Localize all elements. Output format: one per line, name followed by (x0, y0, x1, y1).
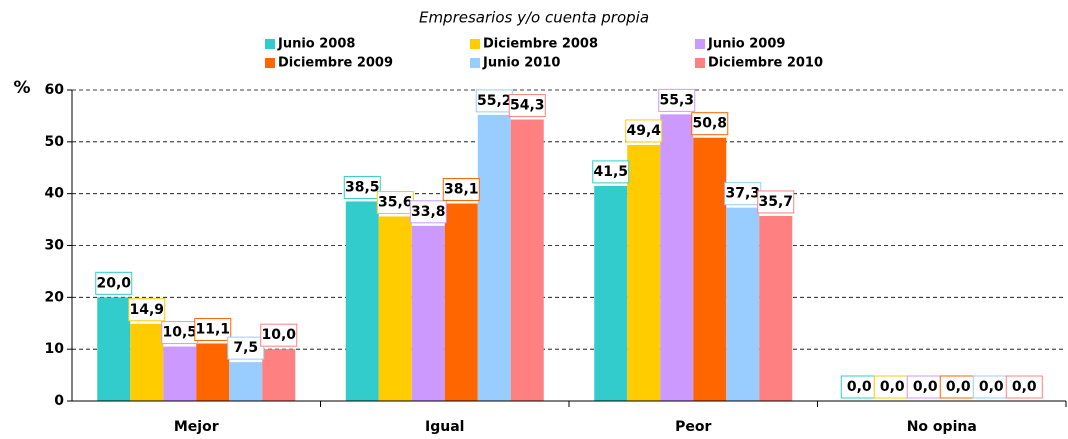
bar (477, 114, 511, 401)
legend-label: Diciembre 2010 (708, 56, 823, 71)
data-label: 33,8 (411, 204, 446, 220)
data-label: 0,0 (913, 379, 938, 395)
data-label: 11,1 (195, 321, 230, 337)
data-label-box (442, 178, 480, 202)
data-label: 0,0 (979, 379, 1004, 395)
chart-title: Empresarios y/o cuenta propia (419, 9, 649, 27)
data-label: 41,5 (593, 164, 628, 180)
legend-label: Diciembre 2008 (483, 37, 598, 52)
data-label-box (508, 94, 546, 118)
legend-label: Junio 2010 (482, 56, 560, 71)
x-tick-label: Mejor (174, 419, 219, 435)
data-label-box (757, 190, 795, 214)
bar (378, 216, 412, 401)
data-label-box (658, 88, 696, 112)
legend-swatch (470, 39, 480, 49)
data-label: 35,6 (378, 194, 413, 210)
data-label: 10,5 (162, 325, 197, 341)
bar (130, 323, 164, 401)
data-label-box (128, 298, 166, 322)
data-label: 50,8 (692, 116, 727, 132)
bar (163, 346, 197, 401)
data-label: 0,0 (1012, 379, 1037, 395)
data-label: 10,0 (261, 327, 296, 343)
data-label: 7,5 (233, 340, 258, 356)
legend-label: Junio 2008 (277, 37, 355, 52)
y-tick-label: 40 (45, 186, 65, 202)
y-tick-label: 20 (45, 289, 65, 305)
bar (759, 215, 793, 401)
data-label-box (227, 336, 265, 360)
data-label: 54,3 (510, 98, 545, 114)
bar (262, 349, 296, 401)
data-label: 0,0 (847, 379, 872, 395)
legend-swatch (265, 58, 275, 68)
bar (594, 185, 628, 401)
bar (411, 225, 445, 401)
legend: Junio 2008 Diciembre 2008 Junio 2009 Diciem… (265, 37, 823, 71)
y-tick-label: 30 (45, 238, 65, 254)
data-label-box (95, 271, 133, 295)
y-tick-label: 10 (45, 341, 65, 357)
data-label: 35,7 (758, 194, 793, 210)
legend-swatch (470, 58, 480, 68)
y-tick-label: 60 (45, 82, 65, 98)
y-tick-label: 0 (54, 393, 64, 409)
data-label-box (592, 160, 630, 184)
data-label: 55,2 (477, 93, 512, 109)
legend-label: Junio 2009 (707, 37, 785, 52)
legend-swatch (265, 39, 275, 49)
y-axis-label: % (13, 78, 30, 98)
data-label: 0,0 (946, 379, 971, 395)
bar (229, 362, 263, 401)
bar (726, 207, 760, 401)
data-label: 0,0 (880, 379, 905, 395)
data-label-box (409, 200, 447, 224)
data-label: 14,9 (129, 302, 164, 318)
bar (345, 201, 379, 401)
data-label: 55,3 (659, 92, 694, 108)
bar (627, 144, 661, 401)
x-tick-label: Igual (425, 419, 464, 435)
x-tick-label: Peor (675, 419, 711, 435)
data-label: 38,5 (345, 179, 380, 195)
data-label: 37,3 (725, 186, 760, 202)
legend-swatch (695, 58, 705, 68)
bar (196, 343, 230, 401)
y-tick-label: 50 (45, 134, 65, 150)
data-label-box (625, 119, 663, 143)
data-label-box (260, 323, 298, 347)
legend-swatch (695, 39, 705, 49)
bar (693, 137, 727, 402)
data-label-box (194, 317, 232, 341)
data-label-box (691, 112, 729, 136)
bar (510, 119, 544, 402)
legend-label: Diciembre 2009 (278, 56, 393, 71)
bar (97, 297, 131, 401)
data-label: 38,1 (444, 182, 479, 198)
bar (444, 203, 478, 401)
data-label: 49,4 (626, 123, 661, 139)
data-label-box (343, 175, 381, 199)
x-tick-label: No opina (907, 419, 977, 435)
data-label-box (1005, 375, 1043, 399)
data-label: 20,0 (96, 275, 131, 291)
bar (660, 114, 694, 401)
